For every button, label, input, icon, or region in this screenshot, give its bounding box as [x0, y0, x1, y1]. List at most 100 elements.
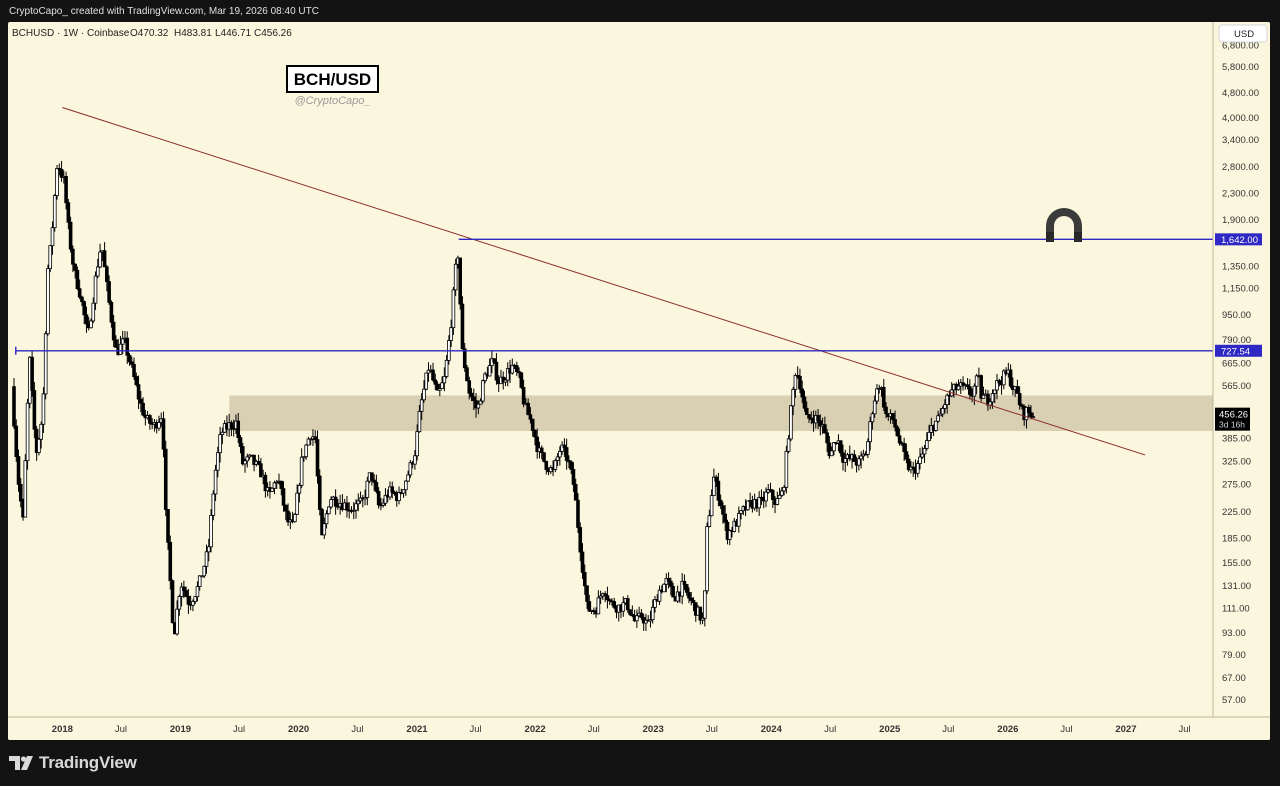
candle-body	[438, 388, 442, 391]
candle-body	[501, 376, 506, 383]
candle-body	[129, 361, 134, 365]
candle-body	[829, 450, 834, 457]
candle-body	[533, 430, 537, 438]
candle-body	[739, 510, 743, 514]
price-tick-label: 2,800.00	[1222, 162, 1259, 173]
candle-body	[997, 380, 1002, 384]
candle-body	[329, 499, 333, 508]
candle-body	[598, 595, 603, 599]
candle-body	[71, 248, 75, 265]
candle-body	[191, 601, 195, 606]
candle-body	[77, 288, 82, 298]
candle-body	[784, 450, 789, 488]
candle-body	[320, 509, 324, 536]
candle-body	[567, 460, 571, 463]
candle-body	[374, 481, 379, 492]
candle-body	[111, 321, 116, 341]
candle-body	[1031, 416, 1036, 419]
candle-body	[707, 515, 712, 527]
time-tick-label: 2018	[52, 724, 73, 735]
price-tick-label: 565.00	[1222, 381, 1251, 392]
candle-body	[746, 500, 750, 511]
candle-body	[59, 168, 64, 178]
candle-body	[626, 598, 630, 611]
level-price-label: 727.54	[1221, 346, 1250, 357]
candle-body	[243, 460, 247, 465]
candle-body	[802, 396, 807, 409]
price-tick-label: 93.00	[1222, 628, 1246, 639]
tradingview-logo[interactable]: TradingView	[9, 752, 137, 774]
candle-body	[576, 499, 580, 528]
candle-body	[370, 472, 374, 481]
annotation-title: BCH/USD	[294, 70, 371, 89]
time-tick-label: Jul	[115, 724, 127, 735]
candle-body	[992, 389, 997, 394]
candle-body	[857, 458, 861, 466]
candle-body	[716, 480, 721, 501]
chart-area[interactable]: 6,800.00 5,800.00 4,800.00 4,000.00 3,400.00…	[8, 22, 1270, 740]
candle-body	[843, 458, 848, 463]
candle-body	[383, 494, 388, 504]
candle-body	[492, 358, 496, 363]
candle-body	[596, 597, 601, 615]
candle-body	[460, 303, 465, 350]
candle-body	[1026, 406, 1031, 413]
price-tick-label: 155.00	[1222, 558, 1251, 569]
candle-body	[872, 400, 877, 415]
candle-body	[712, 476, 716, 497]
candle-body	[782, 486, 786, 492]
candle-body	[515, 365, 519, 373]
candle-body	[639, 612, 644, 618]
candle-body	[315, 439, 320, 477]
currency-badge[interactable]	[1218, 24, 1268, 43]
candle-body	[700, 617, 705, 621]
time-tick-label: 2020	[288, 724, 309, 735]
candle-body	[483, 373, 487, 382]
trendline[interactable]	[62, 107, 1146, 456]
candle-body	[775, 498, 780, 505]
candle-body	[478, 400, 483, 405]
candle-body	[327, 506, 331, 515]
candle-body	[401, 489, 406, 494]
time-tick-label: Jul	[824, 724, 836, 735]
price-tick-label: 5,800.00	[1222, 62, 1259, 73]
candle-body	[89, 320, 93, 329]
candle-body	[891, 413, 895, 420]
candle-body	[605, 595, 610, 601]
candle-body	[791, 389, 795, 407]
candle-body	[893, 419, 897, 428]
candle-body	[55, 168, 59, 196]
candle-body	[202, 565, 207, 577]
price-tick-label: 325.00	[1222, 457, 1251, 468]
candle-body	[793, 375, 798, 390]
candle-body	[521, 387, 526, 405]
candle-body	[252, 454, 256, 465]
candle-body	[723, 513, 728, 523]
time-tick-label: Jul	[1060, 724, 1072, 735]
candle-body	[444, 359, 449, 377]
price-chart[interactable]: 6,800.00 5,800.00 4,800.00 4,000.00 3,400.00…	[8, 22, 1270, 740]
time-axis[interactable]	[8, 717, 1270, 740]
price-tick-label: 111.00	[1222, 604, 1250, 615]
currency-label: USD	[1234, 29, 1254, 40]
price-axis[interactable]	[1213, 22, 1270, 740]
candle-body	[91, 302, 96, 322]
candle-body	[920, 453, 925, 458]
candle-body	[487, 365, 492, 377]
candle-body	[30, 356, 34, 391]
candle-body	[505, 368, 510, 381]
time-tick-label: Jul	[942, 724, 954, 735]
price-tick-label: 1,350.00	[1222, 262, 1259, 273]
candle-body	[404, 480, 408, 491]
candle-body	[408, 462, 413, 476]
candle-body	[995, 380, 999, 391]
candle-body	[64, 176, 68, 204]
high-value: H483.81	[174, 28, 212, 39]
price-tick-label: 2,300.00	[1222, 189, 1259, 200]
candle-body	[422, 388, 426, 401]
candle-body	[259, 463, 263, 478]
candle-body	[322, 523, 327, 536]
candle-body	[184, 590, 188, 597]
candle-body	[50, 227, 55, 247]
candle-body	[798, 375, 802, 390]
